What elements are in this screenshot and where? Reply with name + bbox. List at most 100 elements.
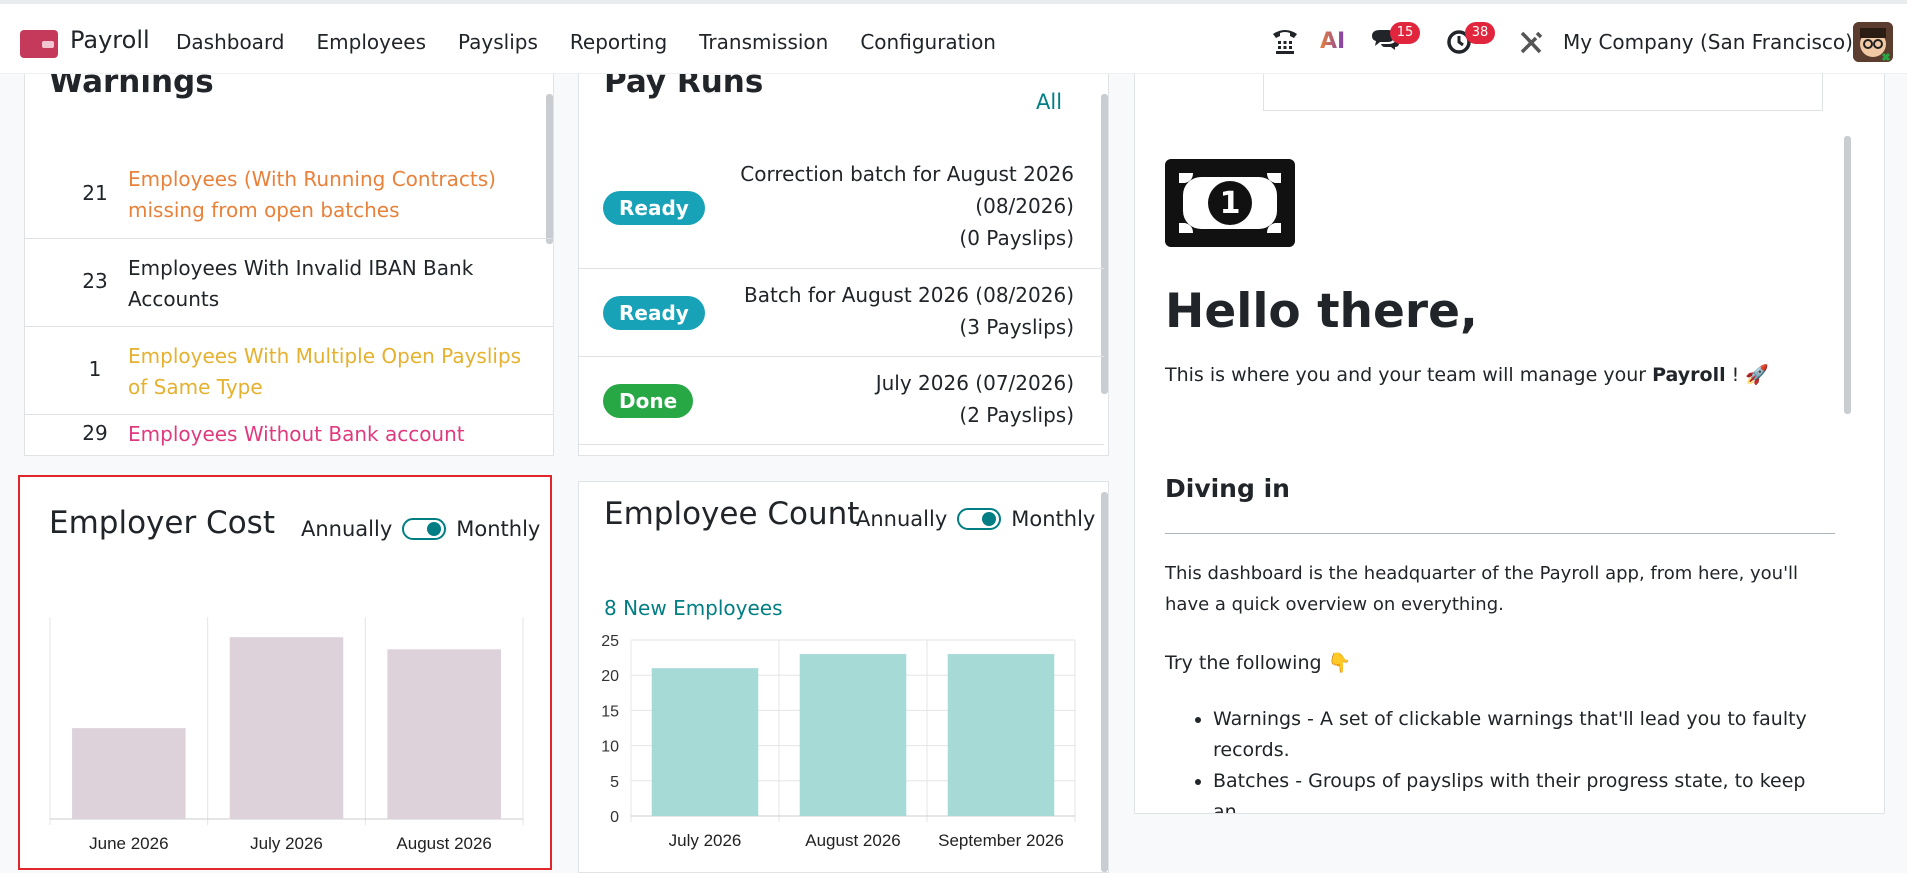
x-tick-label: September 2026 — [938, 831, 1064, 850]
x-tick-label: July 2026 — [669, 831, 742, 850]
warning-count: 21 — [65, 181, 125, 205]
warning-row[interactable]: 29 Employees Without Bank account Number — [25, 415, 554, 456]
help-scrollbar[interactable] — [1844, 136, 1851, 414]
help-intro-text: This is where you and your team will man… — [1165, 364, 1652, 386]
chart-bar — [72, 728, 186, 819]
toggle-right-label: Monthly — [456, 517, 540, 541]
x-tick-label: August 2026 — [805, 831, 900, 850]
pay-run-name[interactable]: Batch for August 2026 (08/2026) (3 Paysl… — [744, 279, 1074, 343]
chart-bar — [948, 654, 1055, 816]
chart-bar — [800, 654, 907, 816]
help-hello-heading: Hello there, — [1165, 284, 1478, 339]
help-try: Try the following 👇 — [1165, 648, 1351, 679]
help-paragraph: This dashboard is the headquarter of the… — [1165, 558, 1845, 620]
pay-run-status: Done — [603, 384, 693, 418]
warning-count: 29 — [65, 421, 125, 445]
pay-runs-card: Pay Runs All Ready Correction batch for … — [578, 74, 1109, 456]
warnings-title: Warnings — [49, 74, 214, 100]
x-tick-label: August 2026 — [396, 834, 491, 853]
employer-cost-chart: June 2026 July 2026 August 2026 — [20, 597, 550, 867]
warning-row[interactable]: 23 Employees With Invalid IBAN Bank Acco… — [25, 239, 554, 327]
toggle-left-label: Annually — [301, 517, 392, 541]
phone-icon[interactable] — [1270, 24, 1300, 60]
menu-transmission[interactable]: Transmission — [699, 30, 828, 54]
ai-label: AI — [1320, 29, 1345, 54]
pay-run-row[interactable]: Ready Correction batch for August 2026 (… — [579, 149, 1104, 269]
employer-cost-period-toggle[interactable]: Annually Monthly — [301, 517, 540, 541]
pay-run-line: (08/2026) — [740, 190, 1074, 222]
menu-reporting[interactable]: Reporting — [570, 30, 667, 54]
menu-employees[interactable]: Employees — [317, 30, 426, 54]
pay-run-line: July 2026 (07/2026) — [876, 367, 1074, 399]
y-tick-label: 25 — [601, 633, 619, 650]
ai-icon[interactable]: AI — [1320, 24, 1350, 60]
pay-runs-all-link[interactable]: All — [1036, 90, 1062, 114]
employer-cost-title: Employer Cost — [49, 505, 275, 541]
warning-label[interactable]: Employees With Multiple Open Payslips of… — [128, 341, 538, 403]
employee-count-title: Employee Count — [604, 496, 859, 532]
warning-count: 23 — [65, 269, 125, 293]
tools-icon[interactable] — [1517, 24, 1547, 60]
app-name[interactable]: Payroll — [70, 26, 150, 54]
help-bullet: Batches - Groups of payslips with their … — [1213, 766, 1833, 814]
help-intro: This is where you and your team will man… — [1165, 360, 1769, 391]
warnings-card: Warnings 21 Employees (With Running Cont… — [24, 74, 554, 456]
pay-run-line: (3 Payslips) — [744, 311, 1074, 343]
y-tick-label: 0 — [610, 809, 619, 826]
top-navbar: Payroll Dashboard Employees Payslips Rep… — [0, 0, 1907, 74]
help-bullet: Warnings - A set of clickable warnings t… — [1213, 704, 1833, 766]
pay-run-row[interactable]: Done July 2026 (07/2026) (2 Payslips) — [579, 357, 1104, 445]
warning-row[interactable]: 1 Employees With Multiple Open Payslips … — [25, 327, 554, 415]
company-switcher[interactable]: My Company (San Francisco) — [1563, 30, 1853, 54]
warning-label[interactable]: Employees With Invalid IBAN Bank Account… — [128, 253, 538, 315]
menu-payslips[interactable]: Payslips — [458, 30, 538, 54]
pay-run-line: Correction batch for August 2026 — [740, 158, 1074, 190]
activities-badge: 38 — [1465, 22, 1495, 44]
help-intro-suffix: ! 🚀 — [1726, 364, 1769, 386]
help-divider — [1165, 533, 1835, 534]
chart-bar — [230, 637, 344, 819]
svg-text:1: 1 — [1220, 186, 1241, 221]
pay-run-row[interactable]: Ready Batch for August 2026 (08/2026) (3… — [579, 269, 1104, 357]
help-intro-bold: Payroll — [1652, 364, 1726, 386]
x-tick-label: July 2026 — [250, 834, 323, 853]
messages-icon[interactable]: 15 — [1370, 24, 1420, 60]
toggle-left-label: Annually — [856, 507, 947, 531]
help-bullets: Warnings - A set of clickable warnings t… — [1213, 704, 1833, 814]
new-employees-link[interactable]: 8 New Employees — [604, 596, 783, 620]
payroll-app-icon[interactable] — [20, 30, 58, 58]
pay-run-name[interactable]: July 2026 (07/2026) (2 Payslips) — [876, 367, 1074, 431]
pay-run-status: Ready — [603, 191, 705, 225]
y-tick-label: 5 — [610, 774, 619, 791]
y-tick-label: 10 — [601, 739, 619, 756]
employee-count-card: Employee Count Annually Monthly 8 New Em… — [578, 481, 1109, 873]
help-panel-tab — [1263, 74, 1823, 111]
warning-label[interactable]: Employees (With Running Contracts) missi… — [128, 164, 538, 226]
money-bill-icon: 1 — [1165, 159, 1295, 251]
main-menu: Dashboard Employees Payslips Reporting T… — [176, 30, 1028, 54]
help-diving-in-heading: Diving in — [1165, 474, 1290, 503]
toggle-switch[interactable] — [957, 508, 1001, 530]
help-panel: 1 Hello there, This is where you and you… — [1134, 74, 1885, 814]
pay-run-name[interactable]: Correction batch for August 2026 (08/202… — [740, 158, 1074, 254]
toggle-right-label: Monthly — [1011, 507, 1095, 531]
pay-run-line: Batch for August 2026 (08/2026) — [744, 279, 1074, 311]
employee-count-period-toggle[interactable]: Annually Monthly — [856, 507, 1095, 531]
toggle-switch[interactable] — [402, 518, 446, 540]
y-tick-label: 15 — [601, 703, 619, 720]
pay-run-line: (2 Payslips) — [876, 399, 1074, 431]
warning-label[interactable]: Employees Without Bank account Number — [128, 419, 538, 456]
employer-cost-card: Employer Cost Annually Monthly June 2026… — [18, 475, 552, 870]
employee-count-scrollbar[interactable] — [1101, 492, 1108, 872]
messages-badge: 15 — [1390, 22, 1420, 44]
chart-bar — [387, 649, 501, 819]
pay-run-line: (0 Payslips) — [740, 222, 1074, 254]
warning-count: 1 — [65, 357, 125, 381]
menu-dashboard[interactable]: Dashboard — [176, 30, 285, 54]
menu-configuration[interactable]: Configuration — [860, 30, 996, 54]
pay-run-status: Ready — [603, 296, 705, 330]
warning-row[interactable]: 21 Employees (With Running Contracts) mi… — [25, 154, 554, 239]
chart-bar — [652, 668, 759, 816]
user-avatar[interactable] — [1853, 22, 1893, 62]
activities-icon[interactable]: 38 — [1445, 24, 1495, 60]
